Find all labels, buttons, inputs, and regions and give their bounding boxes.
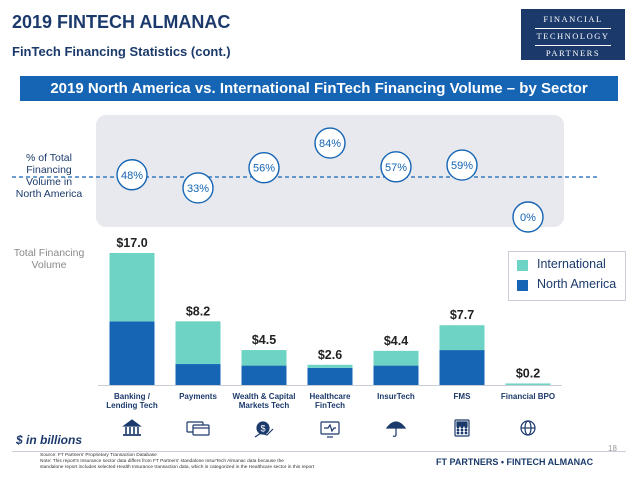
footer-brand: FT PARTNERS • FINTECH ALMANAC (436, 457, 594, 467)
category-label-line: Banking / (113, 392, 150, 401)
logo-line-3: PARTNERS (545, 48, 601, 58)
source-note: Source: FT Partners' Proprietary Transac… (40, 453, 370, 471)
category-label-line: Financial BPO (500, 392, 556, 401)
source-line: standalone report includes selected Heal… (40, 465, 315, 470)
logo-line-2: TECHNOLOGY (536, 31, 610, 41)
pct-bubble (446, 149, 478, 181)
pct-bubble (380, 151, 412, 183)
total-value-label: $4.4 (384, 334, 408, 348)
pct-label: 48% (121, 170, 143, 182)
category-label-line: Payments (179, 392, 217, 401)
category-label: Healthcare FinTech (295, 392, 365, 410)
bar-north-america (109, 321, 155, 385)
pct-label: 59% (451, 160, 473, 172)
legend-swatch-north-america (517, 280, 528, 291)
total-value-label: $8.2 (186, 304, 210, 318)
bar-north-america (175, 364, 221, 385)
category-label: Payments (163, 392, 233, 401)
source-line: Source: FT Partners' Proprietary Transac… (40, 453, 157, 458)
pct-axis-label-line: Volume in (25, 176, 73, 188)
page-number: 18 (608, 444, 617, 453)
monitor-icon (320, 421, 340, 438)
total-value-label: $0.2 (516, 366, 540, 380)
category-label: FMS (427, 392, 497, 401)
category-label-line: FMS (453, 392, 471, 401)
bar-north-america (373, 365, 419, 385)
svg-text:$: $ (260, 424, 265, 434)
bar-international (307, 364, 353, 368)
category-label-line: Markets Tech (238, 401, 290, 410)
pct-bubble (512, 201, 544, 233)
category-label: Banking / Lending Tech (97, 392, 167, 410)
footer-divider (12, 451, 626, 452)
total-axis-label-line: Total Financing (13, 247, 85, 259)
legend: International North America (508, 251, 626, 301)
pct-axis-label-line: Financing (26, 164, 72, 176)
total-axis-label-line: Volume (31, 259, 67, 271)
page-subtitle: FinTech Financing Statistics (cont.) (12, 44, 231, 59)
units-note: $ in billions (16, 433, 83, 447)
umbrella-icon (385, 421, 407, 437)
bar-international (373, 350, 419, 366)
category-label-line: InsurTech (377, 392, 415, 401)
pct-bubble (314, 127, 346, 159)
pct-bubble (116, 159, 148, 191)
total-value-label: $4.5 (252, 333, 276, 347)
category-label: Wealth & Capital Markets Tech (229, 392, 299, 410)
bar-international (109, 253, 155, 322)
calculator-icon (454, 419, 470, 437)
pct-label: 33% (187, 183, 209, 195)
category-label: InsurTech (361, 392, 431, 401)
category-label: Financial BPO (493, 392, 563, 401)
bar-north-america (241, 365, 287, 385)
pct-bubble (248, 152, 280, 184)
bar-international (175, 321, 221, 365)
page-title: 2019 FINTECH ALMANAC (12, 12, 231, 32)
ftp-logo: FINANCIAL TECHNOLOGY PARTNERS (521, 9, 625, 60)
logo-line-1: FINANCIAL (543, 14, 603, 24)
logo-divider (535, 28, 611, 29)
pct-axis-label-line: North America (15, 188, 83, 200)
pct-axis-label-line: % of Total (26, 152, 72, 164)
source-line: Note: This report's Insurance sector dat… (40, 459, 284, 464)
pct-label: 84% (319, 138, 341, 150)
pct-bubble (182, 172, 214, 204)
logo-divider (535, 45, 611, 46)
bar-international (505, 383, 551, 385)
pct-axis-label: % of Total Financing Volume in North Ame… (8, 152, 90, 200)
legend-swatch-international (517, 260, 528, 271)
category-label-line: Healthcare (309, 392, 351, 401)
total-value-label: $17.0 (116, 236, 147, 250)
legend-label-international: International (537, 257, 606, 271)
total-value-label: $7.7 (450, 308, 474, 322)
pct-label: 0% (520, 212, 536, 224)
bar-north-america (307, 367, 353, 385)
pct-label: 57% (385, 162, 407, 174)
bar-international (439, 325, 485, 351)
total-axis-label: Total Financing Volume (6, 247, 92, 271)
category-label-line: FinTech (314, 401, 346, 410)
bank-icon (122, 419, 142, 436)
legend-label-north-america: North America (537, 277, 617, 291)
bar-north-america (439, 350, 485, 385)
category-label-line: Wealth & Capital (232, 392, 296, 401)
chart-title-banner: 2019 North America vs. International Fin… (20, 76, 618, 101)
money-bag-icon: $ (254, 421, 274, 438)
card-icon (186, 421, 210, 436)
pct-label: 56% (253, 163, 275, 175)
total-value-label: $2.6 (318, 348, 342, 362)
globe-icon (520, 420, 536, 436)
bar-international (241, 350, 287, 366)
category-label-line: Lending Tech (106, 401, 158, 410)
